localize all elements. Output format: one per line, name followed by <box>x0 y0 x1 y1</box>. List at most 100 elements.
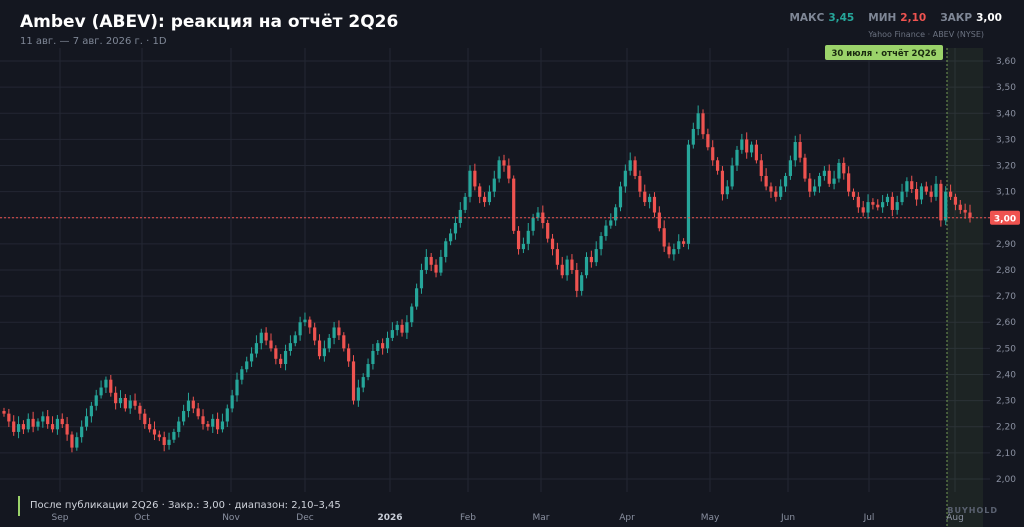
y-tick-label: 2,60 <box>996 318 1016 328</box>
candle-body <box>172 431 176 440</box>
candle-body <box>288 343 293 351</box>
candle-body <box>521 243 526 250</box>
candle-body <box>293 335 297 344</box>
candle-body <box>910 181 914 190</box>
candle-body <box>531 217 535 231</box>
candle-body <box>560 264 564 276</box>
y-axis: 2,00 2,10 2,20 2,30 2,40 2,50 2,60 2,70 2,80 2,90… <box>996 57 1016 485</box>
candle-body <box>215 418 220 430</box>
candle-body <box>953 196 958 205</box>
y-tick-label: 2,90 <box>996 240 1016 250</box>
candle-body <box>463 196 467 210</box>
candle-body <box>400 324 404 333</box>
candle-body <box>143 413 147 425</box>
candle-body <box>745 139 749 153</box>
candle-body <box>99 387 103 396</box>
x-tick-label: Jul <box>863 513 875 523</box>
y-tick-label: 2,00 <box>996 475 1016 485</box>
candle-body <box>764 175 768 187</box>
candle-body <box>740 139 744 150</box>
candle-body <box>502 160 506 166</box>
candle-body <box>817 175 822 187</box>
x-tick-label: Feb <box>460 513 476 523</box>
candle-body <box>715 160 720 171</box>
candle-body <box>89 405 93 417</box>
candle-body <box>919 186 924 200</box>
candle-body <box>565 259 569 276</box>
candle-body <box>429 256 433 265</box>
candle-body <box>808 178 812 192</box>
candle-body <box>861 207 865 213</box>
candle-body <box>317 340 322 357</box>
last-close-tag: 3,00 <box>990 210 1020 225</box>
candle-body <box>546 222 550 239</box>
stat-max-label: МАКС <box>789 12 825 24</box>
candle-body <box>419 270 424 289</box>
y-tick-label: 3,50 <box>996 83 1016 93</box>
candle-body <box>580 275 584 291</box>
candle-body <box>211 418 215 427</box>
candle-body <box>206 424 210 427</box>
candle-body <box>657 212 661 229</box>
candle-body <box>235 379 239 396</box>
x-tick-label: Apr <box>619 513 635 523</box>
candle-body <box>201 416 205 425</box>
candle-body <box>453 222 458 234</box>
y-tick-label: 3,60 <box>996 57 1016 67</box>
candle-body <box>254 343 259 354</box>
candle-body <box>754 144 759 161</box>
candle-body <box>706 134 710 148</box>
event-label-bg <box>825 45 943 60</box>
candle-body <box>332 327 336 338</box>
y-tick-label: 3,30 <box>996 135 1016 145</box>
x-axis: Sep Oct Nov Dec 2026 Feb Mar Apr May Jun Jul Aug <box>52 513 964 523</box>
candle-body <box>924 186 928 192</box>
y-tick-label: 3,20 <box>996 162 1016 172</box>
candle-body <box>322 348 326 357</box>
candle-body <box>36 421 40 427</box>
candle-body <box>84 416 89 427</box>
candle-body <box>439 256 443 273</box>
candle-body <box>628 160 632 171</box>
candle-body <box>885 196 890 203</box>
candle-body <box>177 421 181 432</box>
last-close-tag-text: 3,00 <box>994 214 1016 224</box>
candle-body <box>512 178 516 231</box>
candle-body <box>148 424 152 430</box>
candle-body <box>643 191 647 203</box>
candle-body <box>94 395 98 406</box>
candle-body <box>541 212 545 223</box>
candle-body <box>26 418 30 430</box>
candle-body <box>793 142 797 161</box>
x-tick-label: 2026 <box>377 513 402 523</box>
candle-body <box>152 429 157 435</box>
candle-body <box>550 238 555 250</box>
grid <box>0 48 990 527</box>
y-tick-label: 2,80 <box>996 266 1016 276</box>
candle-body <box>871 202 875 205</box>
candle-body <box>114 392 118 404</box>
event-label-text: 30 июля · отчёт 2Q26 <box>831 49 936 59</box>
candle-body <box>191 400 195 409</box>
candle-body <box>648 196 652 203</box>
candle-body <box>12 421 16 432</box>
stat-close-label: ЗАКР <box>940 12 973 24</box>
candle-body <box>162 437 166 445</box>
candle-body <box>434 264 438 273</box>
candle-body <box>633 160 637 176</box>
candle-body <box>735 149 739 166</box>
candle-body <box>75 437 79 448</box>
candle-body <box>677 241 681 250</box>
candle-body <box>876 204 880 208</box>
candle-body <box>915 189 919 200</box>
candle-body <box>638 175 642 192</box>
candle-body <box>109 379 113 393</box>
candle-body <box>186 400 191 412</box>
x-tick-label: Oct <box>134 513 150 523</box>
candle-body <box>968 212 972 218</box>
candle-body <box>759 160 763 176</box>
candle-body <box>448 233 453 242</box>
candle-body <box>337 327 341 336</box>
candle-body <box>701 113 705 135</box>
